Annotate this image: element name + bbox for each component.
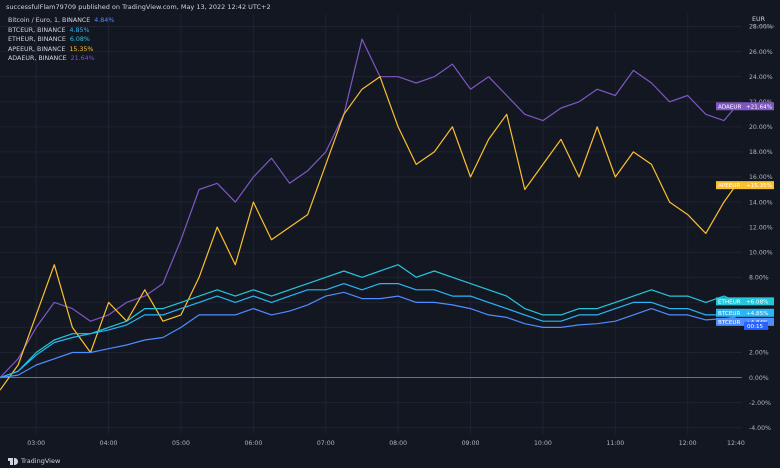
legend-value: 4.84% xyxy=(94,17,115,24)
legend-item[interactable]: ETHEUR, BINANCE 6.08% xyxy=(8,35,114,45)
tag-name: APEEUR xyxy=(718,183,740,189)
y-tick-label: 24.00% xyxy=(749,74,773,81)
legend-item[interactable]: BTCEUR, BINANCE 4.85% xyxy=(8,26,114,36)
brand-name: TradingView xyxy=(21,457,61,465)
legend: Bitcoin / Euro, 1, BINANCE 4.84% BTCEUR, … xyxy=(8,16,114,64)
x-tick-label: 10:00 xyxy=(534,440,552,447)
y-tick-label: 0.00% xyxy=(749,375,769,382)
legend-value: 21.64% xyxy=(70,55,95,63)
x-tick-label: 11:00 xyxy=(606,440,624,447)
tag-value-bg xyxy=(744,297,774,306)
y-tick-label: 20.00% xyxy=(749,124,773,131)
x-tick-label: 06:00 xyxy=(244,440,262,447)
tag-name: ADAEUR xyxy=(718,104,741,110)
x-tick-label: 07:00 xyxy=(317,440,335,447)
y-tick-label: -4.00% xyxy=(749,425,771,432)
compare-mode-label: % compare xyxy=(752,24,775,29)
series-line-apeeur xyxy=(0,76,737,391)
series-lines xyxy=(0,38,737,391)
legend-label: BTCEUR, BINANCE xyxy=(8,26,66,34)
tag-name: BTCEUR xyxy=(718,320,740,326)
price-tag: ADAEUR +21.64% xyxy=(716,102,774,111)
series-line-etheur xyxy=(0,264,737,379)
y-tick-label: 18.00% xyxy=(749,149,773,156)
tag-value-bg xyxy=(744,102,774,111)
legend-label: ETHEUR, BINANCE xyxy=(8,36,66,44)
currency-code: EUR xyxy=(752,16,765,23)
tag-value: +6.08% xyxy=(746,299,768,305)
countdown-tag: 00:15 xyxy=(744,321,768,330)
legend-label: Bitcoin / Euro, 1, BINANCE xyxy=(8,17,91,24)
currency-label: EUR % compare xyxy=(752,16,775,30)
y-tick-label: 8.00% xyxy=(749,274,769,281)
legend-item[interactable]: APEEUR, BINANCE 15.35% xyxy=(8,45,114,55)
y-tick-label: 2.00% xyxy=(749,350,769,357)
tag-name-bg xyxy=(716,297,744,306)
tag-name-bg xyxy=(716,102,744,111)
x-tick-label: 04:00 xyxy=(100,440,118,447)
legend-item[interactable]: ADAEUR, BINANCE 21.64% xyxy=(8,54,114,64)
x-tick-label: 09:00 xyxy=(462,440,480,447)
publish-info: successfulFlam79709 published on Trading… xyxy=(6,3,271,11)
tag-value-bg xyxy=(744,308,774,317)
y-tick-label: 14.00% xyxy=(749,199,773,206)
y-tick-label: 10.00% xyxy=(749,249,773,256)
tag-name-bg xyxy=(716,308,744,317)
y-tick-label: 12.00% xyxy=(749,224,773,231)
tag-value: +15.35% xyxy=(746,183,772,189)
y-tick-label: 16.00% xyxy=(749,174,773,181)
tag-name: ETHEUR xyxy=(718,299,741,305)
tag-value: +21.64% xyxy=(746,104,772,110)
x-tick-label: 08:00 xyxy=(389,440,407,447)
y-tick-label: 26.00% xyxy=(749,49,773,56)
footer: TradingView xyxy=(8,457,60,465)
legend-label: ADAEUR, BINANCE xyxy=(8,55,67,63)
tradingview-logo-icon xyxy=(8,457,18,465)
price-tags: ADAEUR +21.64% APEEUR +15.35% ETHEUR +6.08% BT… xyxy=(716,102,774,330)
tag-value: +4.85% xyxy=(746,311,768,317)
legend-label: APEEUR, BINANCE xyxy=(8,45,66,53)
tag-name: BTCEUR xyxy=(718,311,740,317)
legend-value: 6.08% xyxy=(69,36,90,44)
x-tick-label: 12:40 xyxy=(727,440,745,447)
time-axis: 03:00 04:00 05:00 06:00 07:00 08:00 09:00 10:00… xyxy=(27,440,745,447)
legend-item[interactable]: Bitcoin / Euro, 1, BINANCE 4.84% xyxy=(8,16,114,26)
countdown-label: 00:15 xyxy=(747,324,764,330)
price-tag: APEEUR +15.35% xyxy=(716,181,774,190)
series-line-btceur xyxy=(0,291,737,379)
legend-value: 4.85% xyxy=(69,26,90,34)
chart-grid xyxy=(0,14,742,434)
tag-name-bg xyxy=(716,317,744,326)
tag-value-bg xyxy=(744,181,774,190)
y-tick-label: -2.00% xyxy=(749,400,771,407)
x-tick-label: 05:00 xyxy=(172,440,190,447)
legend-value: 15.35% xyxy=(69,45,94,53)
series-line-adaeur xyxy=(0,38,737,379)
price-axis: 28.00%26.00%24.00%22.00%20.00%18.00%16.0… xyxy=(749,24,773,432)
x-tick-label: 12:00 xyxy=(679,440,697,447)
x-tick-label: 03:00 xyxy=(27,440,45,447)
tag-name-bg xyxy=(716,181,744,190)
price-tag: BTCEUR +4.85% xyxy=(716,308,774,317)
price-tag: ETHEUR +6.08% xyxy=(716,297,774,306)
series-line-btceur xyxy=(0,283,737,379)
countdown-bg xyxy=(744,321,768,330)
y-tick-label: 28.00% xyxy=(749,24,773,31)
